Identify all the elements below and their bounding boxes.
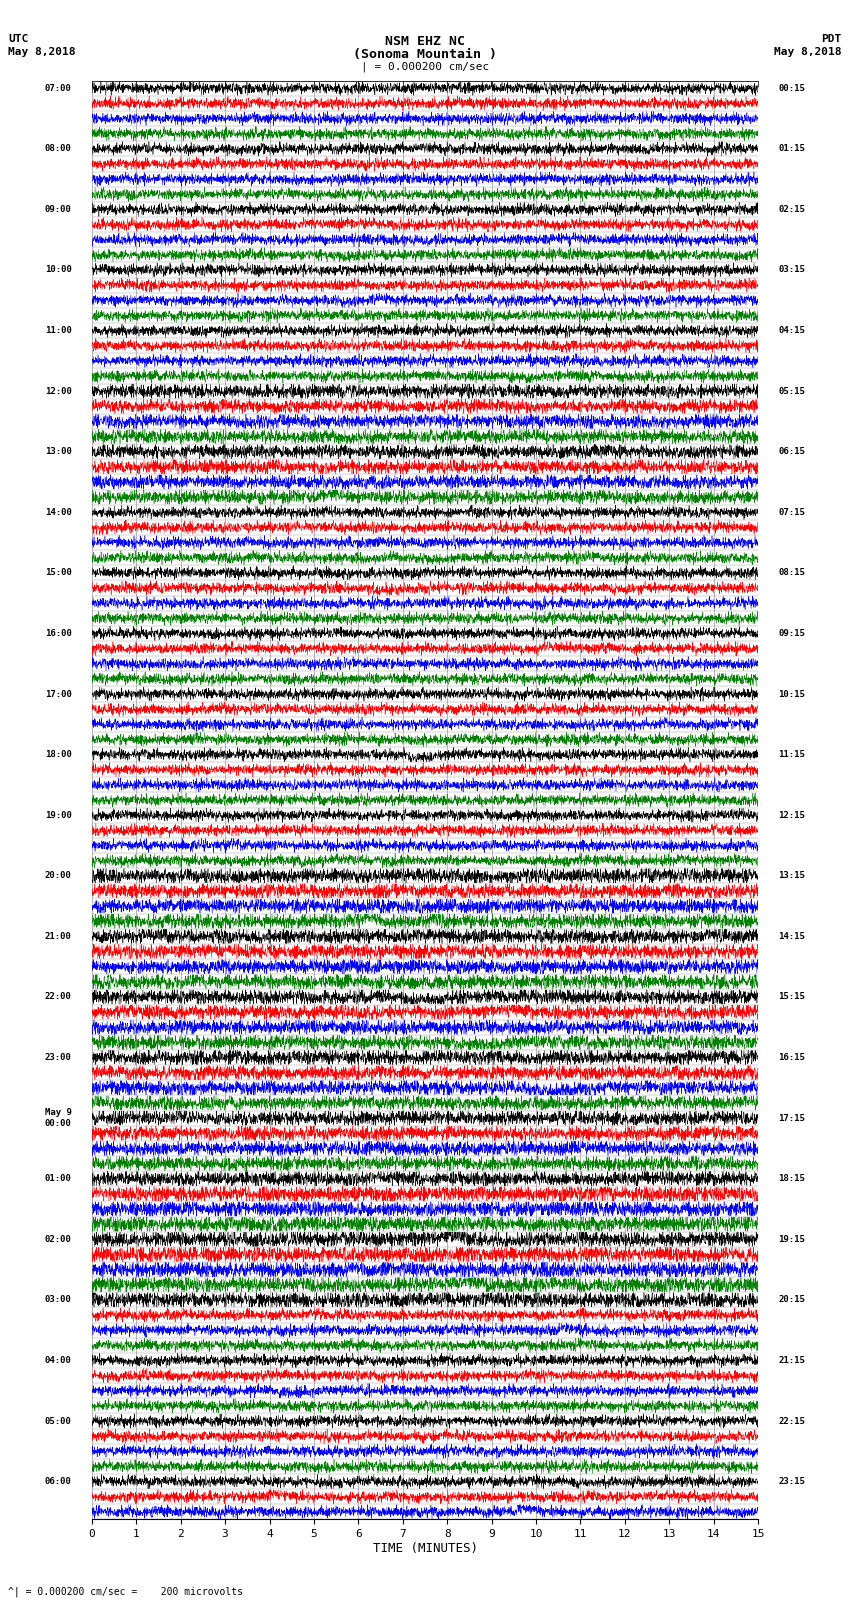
Text: 03:15: 03:15 [779,266,805,274]
Text: 02:00: 02:00 [45,1236,71,1244]
Text: 23:15: 23:15 [779,1478,805,1486]
Text: ^| = 0.000200 cm/sec =    200 microvolts: ^| = 0.000200 cm/sec = 200 microvolts [8,1586,243,1597]
Text: 12:15: 12:15 [779,811,805,819]
Text: 09:15: 09:15 [779,629,805,639]
Text: 22:00: 22:00 [45,992,71,1002]
Text: 13:00: 13:00 [45,447,71,456]
Text: May 8,2018: May 8,2018 [774,47,842,56]
Text: 13:15: 13:15 [779,871,805,881]
Text: 18:15: 18:15 [779,1174,805,1184]
Text: 10:15: 10:15 [779,689,805,698]
Text: 22:15: 22:15 [779,1416,805,1426]
Text: 14:15: 14:15 [779,932,805,940]
Text: 05:00: 05:00 [45,1416,71,1426]
Text: PDT: PDT [821,34,842,44]
Text: 09:00: 09:00 [45,205,71,215]
Text: 19:15: 19:15 [779,1236,805,1244]
Text: 17:00: 17:00 [45,689,71,698]
Text: 20:15: 20:15 [779,1295,805,1305]
Text: 11:15: 11:15 [779,750,805,760]
X-axis label: TIME (MINUTES): TIME (MINUTES) [372,1542,478,1555]
Text: 07:00: 07:00 [45,84,71,92]
Text: 21:00: 21:00 [45,932,71,940]
Text: 16:15: 16:15 [779,1053,805,1061]
Text: 14:00: 14:00 [45,508,71,516]
Text: 10:00: 10:00 [45,266,71,274]
Text: 06:15: 06:15 [779,447,805,456]
Text: 08:15: 08:15 [779,568,805,577]
Text: 04:15: 04:15 [779,326,805,336]
Text: 00:15: 00:15 [779,84,805,92]
Text: 04:00: 04:00 [45,1357,71,1365]
Text: 16:00: 16:00 [45,629,71,639]
Text: 11:00: 11:00 [45,326,71,336]
Text: 17:15: 17:15 [779,1113,805,1123]
Text: 20:00: 20:00 [45,871,71,881]
Text: NSM EHZ NC: NSM EHZ NC [385,35,465,48]
Text: | = 0.000200 cm/sec: | = 0.000200 cm/sec [361,61,489,73]
Text: May 9
00:00: May 9 00:00 [45,1108,71,1127]
Text: 03:00: 03:00 [45,1295,71,1305]
Text: 05:15: 05:15 [779,387,805,395]
Text: 07:15: 07:15 [779,508,805,516]
Text: 21:15: 21:15 [779,1357,805,1365]
Text: 15:15: 15:15 [779,992,805,1002]
Text: 19:00: 19:00 [45,811,71,819]
Text: 01:15: 01:15 [779,144,805,153]
Text: 06:00: 06:00 [45,1478,71,1486]
Text: 08:00: 08:00 [45,144,71,153]
Text: (Sonoma Mountain ): (Sonoma Mountain ) [353,48,497,61]
Text: 12:00: 12:00 [45,387,71,395]
Text: 01:00: 01:00 [45,1174,71,1184]
Text: May 8,2018: May 8,2018 [8,47,76,56]
Text: 02:15: 02:15 [779,205,805,215]
Text: UTC: UTC [8,34,29,44]
Text: 23:00: 23:00 [45,1053,71,1061]
Text: 18:00: 18:00 [45,750,71,760]
Text: 15:00: 15:00 [45,568,71,577]
